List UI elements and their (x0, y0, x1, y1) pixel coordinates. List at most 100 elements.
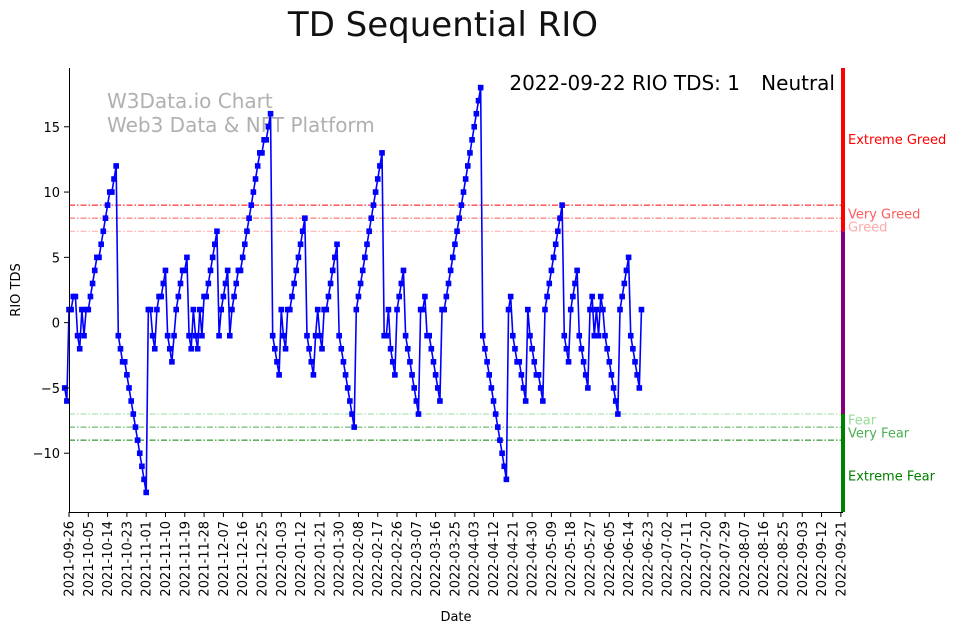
data-point (141, 476, 147, 483)
data-point (518, 372, 525, 378)
data-point (227, 332, 233, 339)
data-point (329, 267, 336, 274)
data-point (561, 332, 568, 339)
data-point (128, 398, 134, 404)
threshold-lines (69, 204, 843, 441)
data-point (224, 267, 231, 274)
x-tick-label: 2021-10-05 (82, 521, 97, 597)
data-point (612, 398, 619, 404)
data-point (499, 450, 505, 457)
data-point (323, 306, 330, 313)
data-point (374, 176, 381, 182)
data-point (576, 332, 583, 339)
data-point (409, 372, 415, 378)
data-point (503, 476, 510, 483)
data-point (81, 332, 87, 339)
status-mood: Neutral (761, 71, 835, 95)
data-point (619, 293, 625, 300)
data-point (299, 228, 306, 235)
data-point (359, 267, 366, 274)
data-point (327, 280, 334, 287)
data-point (154, 306, 160, 313)
data-point (488, 385, 495, 391)
data-point (589, 293, 595, 300)
data-point (608, 372, 615, 378)
data-point (531, 359, 538, 365)
data-point (477, 84, 484, 91)
data-point (574, 267, 580, 274)
data-point (587, 306, 593, 313)
data-point (362, 254, 368, 261)
data-point (96, 254, 102, 261)
x-tick-label: 2022-07-20 (699, 521, 714, 597)
data-point (314, 306, 321, 313)
data-point (432, 372, 439, 378)
x-tick-label: 2021-12-07 (217, 521, 232, 597)
data-point (364, 241, 370, 248)
data-point (379, 150, 385, 156)
data-point (557, 215, 563, 221)
data-point (254, 163, 261, 169)
x-tick-label: 2022-01-03 (275, 521, 290, 597)
data-point (510, 332, 516, 339)
x-tick-label: 2021-12-16 (236, 521, 251, 597)
data-point (319, 345, 325, 352)
data-point (194, 345, 201, 352)
data-point (512, 345, 518, 352)
data-point (542, 306, 548, 313)
data-point (336, 332, 342, 339)
y-tick-label: −5 (41, 382, 60, 397)
x-tick-label: 2022-05-27 (584, 521, 599, 597)
x-tick-label: 2022-09-03 (796, 521, 811, 597)
data-point (222, 280, 229, 287)
data-point (169, 359, 175, 365)
data-point (638, 306, 645, 313)
data-point (434, 385, 441, 391)
data-point (89, 280, 96, 287)
data-point (250, 189, 257, 195)
data-point (402, 332, 409, 339)
data-point (555, 228, 561, 235)
data-point (196, 306, 203, 313)
data-point (344, 385, 351, 391)
data-point (630, 345, 636, 352)
data-point (475, 97, 482, 104)
data-point (437, 398, 443, 404)
data-point (505, 306, 512, 313)
data-point (166, 345, 173, 352)
zone-label-0: Extreme Greed (848, 133, 946, 148)
data-point (565, 359, 572, 365)
data-point (111, 176, 117, 182)
data-point (415, 411, 422, 417)
data-point (134, 437, 141, 443)
data-point (147, 306, 154, 313)
data-point (582, 372, 589, 378)
data-point (267, 110, 274, 117)
data-point (413, 398, 420, 404)
x-tick-label: 2021-11-01 (140, 521, 155, 597)
data-point (398, 280, 405, 287)
data-point (205, 280, 212, 287)
data-point (400, 267, 407, 274)
x-tick-label: 2022-09-12 (815, 521, 830, 597)
x-tick-label: 2021-09-26 (63, 521, 78, 597)
chart-title: TD Sequential RIO (287, 5, 598, 45)
x-tick-label: 2022-04-12 (487, 521, 502, 597)
data-point (91, 267, 98, 274)
data-point (175, 293, 182, 300)
data-point (252, 176, 259, 182)
data-point (349, 411, 355, 417)
x-tick-label: 2022-02-08 (352, 521, 367, 597)
data-point (117, 345, 124, 352)
zone-label-5: Extreme Fear (848, 470, 936, 485)
data-point (462, 176, 469, 182)
data-point (473, 110, 480, 117)
data-point (578, 345, 585, 352)
data-point (516, 359, 523, 365)
data-point (623, 267, 630, 274)
data-point (460, 189, 467, 195)
data-point (617, 306, 623, 313)
data-point (572, 280, 578, 287)
data-point (246, 215, 252, 221)
data-point (310, 372, 317, 378)
